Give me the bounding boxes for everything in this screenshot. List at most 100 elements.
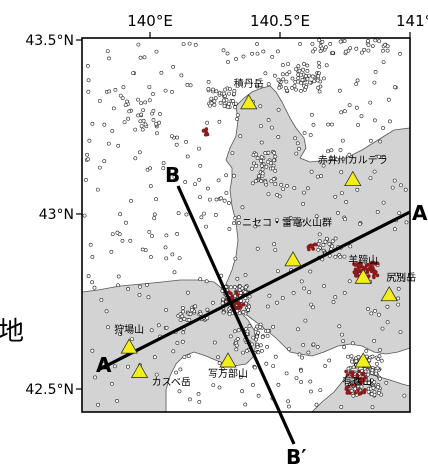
epicenter-point [133,156,138,161]
epicenter-point [214,197,219,202]
epicenter-point [250,166,255,171]
epicenter-point [301,67,306,72]
epicenter-point [143,248,148,253]
epicenter-point [193,182,198,187]
swarm-point [350,383,354,387]
epicenter-point [321,242,326,247]
epicenter-point [193,43,198,47]
epicenter-point [107,89,112,94]
swarm-point [345,373,350,377]
epicenter-point [294,67,299,72]
epicenter-point [377,39,382,44]
epicenter-point [390,185,395,190]
epicenter-point [324,236,329,241]
epicenter-point [122,120,127,125]
swarm-point [357,369,361,374]
section-line-a [97,210,411,372]
swarm-point [363,265,368,270]
epicenter-point [212,340,217,345]
epicenter-point [250,181,255,186]
swarm-point [355,376,359,380]
swarm-point [371,260,375,265]
volcano-label: 羊蹄山 [348,253,378,266]
swarm-point [344,369,348,374]
volcano-label: 写万部山 [208,367,248,380]
epicenter-point [310,42,315,46]
epicenter-point [331,300,336,304]
swarm-point [234,290,239,295]
epicenter-point [233,105,238,110]
epicenter-point [265,304,270,309]
epicenter-point [90,121,95,126]
epicenter-point [385,320,390,325]
epicenter-point [221,297,225,302]
epicenter-point [272,158,276,163]
side-text-fragment: 地 [0,317,24,347]
volcano-label: 尻別岳 [386,272,416,284]
epicenter-point [116,283,120,288]
epicenter-point [372,118,377,123]
epicenter-point [321,76,326,81]
epicenter-point [285,72,289,77]
epicenter-point [301,201,306,206]
epicenter-point [290,76,295,81]
volcano-label: ニセコ・雷電火山群 [242,216,332,229]
epicenter-point [226,60,230,64]
epicenter-point [85,152,90,157]
epicenter-point [87,138,92,143]
epicenter-point [276,135,281,139]
epicenter-point [326,122,331,127]
epicenter-point [126,116,131,121]
epicenter-point [149,328,154,333]
epicenter-point [206,80,211,84]
epicenter-point [362,47,367,52]
volcano-label: 積丹岳 [234,77,264,90]
epicenter-point [188,312,193,317]
epicenter-point [346,354,351,359]
epicenter-point [355,78,360,83]
epicenter-point [339,405,344,409]
epicenter-point [277,194,282,199]
epicenter-point [226,201,231,205]
epicenter-point [342,254,347,259]
epicenter-point [257,174,261,178]
epicenter-point [107,56,111,61]
epicenter-point [233,101,238,106]
epicenter-point [311,342,316,347]
epicenter-point [327,241,332,246]
epicenter-point [305,186,310,191]
epicenter-point [151,109,156,113]
epicenter-point [308,269,313,274]
epicenter-point [258,325,263,330]
epicenter-point [394,272,399,277]
epicenter-point [255,84,260,89]
epicenter-point [305,63,310,68]
epicenter-point [281,77,286,82]
epicenter-point [177,389,182,394]
epicenter-point [185,83,190,87]
epicenter-point [243,285,248,290]
epicenter-point [288,215,293,220]
epicenter-point [163,88,168,93]
epicenter-point [175,341,180,345]
epicenter-point [210,300,215,305]
epicenter-point [234,347,239,352]
swarm-point [307,244,312,248]
volcano-marker [344,170,362,187]
epicenter-point [259,163,264,168]
epicenter-point [286,404,291,409]
epicenter-point [315,78,320,83]
epicenter-point [322,284,327,288]
swarm-point [363,375,367,380]
swarm-point [365,270,370,275]
epicenter-point [294,376,299,381]
epicenter-point [212,99,217,104]
swarm-point [372,269,377,274]
epicenter-point [219,196,223,201]
epicenter-point [234,57,239,61]
epicenter-point [366,306,370,311]
epicenter-point [312,79,317,84]
epicenter-point [256,350,261,355]
epicenter-point [246,307,251,312]
epicenter-point [281,187,286,192]
